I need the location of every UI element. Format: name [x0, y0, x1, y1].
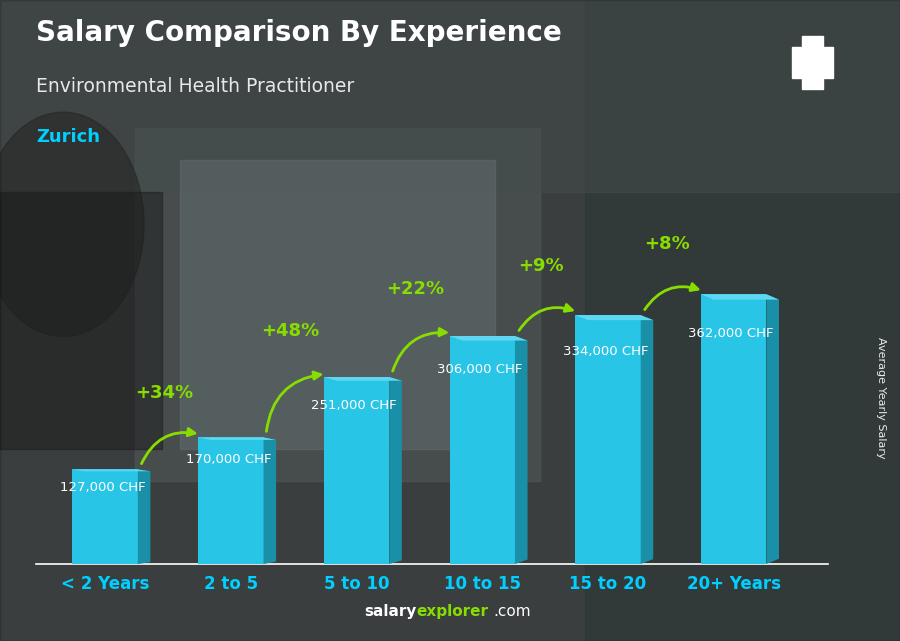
Text: +22%: +22%: [387, 279, 445, 297]
Polygon shape: [73, 469, 150, 471]
Ellipse shape: [0, 112, 144, 337]
FancyArrowPatch shape: [392, 329, 446, 371]
Text: +9%: +9%: [518, 257, 564, 275]
Polygon shape: [324, 377, 401, 381]
Polygon shape: [138, 469, 150, 564]
Polygon shape: [515, 336, 527, 564]
Bar: [450, 336, 515, 564]
FancyArrowPatch shape: [266, 372, 320, 431]
Text: 127,000 CHF: 127,000 CHF: [59, 481, 146, 494]
Text: 251,000 CHF: 251,000 CHF: [311, 399, 397, 412]
Bar: [135, 128, 540, 481]
Bar: [180, 160, 495, 449]
Text: Average Yearly Salary: Average Yearly Salary: [877, 337, 886, 458]
FancyArrowPatch shape: [141, 429, 195, 463]
Polygon shape: [198, 437, 276, 440]
Bar: [802, 36, 823, 89]
Text: 306,000 CHF: 306,000 CHF: [437, 363, 523, 376]
Text: 170,000 CHF: 170,000 CHF: [185, 453, 271, 465]
Bar: [701, 294, 767, 564]
Bar: [792, 47, 832, 78]
Text: +34%: +34%: [135, 384, 194, 402]
Text: salary: salary: [364, 604, 417, 619]
Bar: [198, 437, 264, 564]
Text: 334,000 CHF: 334,000 CHF: [562, 345, 648, 358]
Text: Zurich: Zurich: [36, 128, 100, 146]
Text: .com: .com: [493, 604, 531, 619]
Polygon shape: [575, 315, 653, 320]
Text: Salary Comparison By Experience: Salary Comparison By Experience: [36, 19, 562, 47]
Bar: [324, 377, 390, 564]
FancyArrowPatch shape: [519, 304, 572, 331]
Polygon shape: [450, 336, 527, 340]
Bar: [585, 0, 900, 641]
Text: Environmental Health Practitioner: Environmental Health Practitioner: [36, 77, 355, 96]
Bar: [73, 469, 138, 564]
Polygon shape: [264, 437, 276, 564]
Bar: [0, 192, 162, 449]
Bar: [0, 0, 900, 192]
Text: +48%: +48%: [261, 322, 320, 340]
Text: +8%: +8%: [644, 235, 690, 253]
Polygon shape: [701, 294, 779, 299]
Text: explorer: explorer: [417, 604, 489, 619]
FancyArrowPatch shape: [644, 283, 698, 310]
Polygon shape: [390, 377, 401, 564]
Bar: [575, 315, 641, 564]
Text: 362,000 CHF: 362,000 CHF: [688, 327, 774, 340]
Polygon shape: [767, 294, 779, 564]
Polygon shape: [641, 315, 653, 564]
